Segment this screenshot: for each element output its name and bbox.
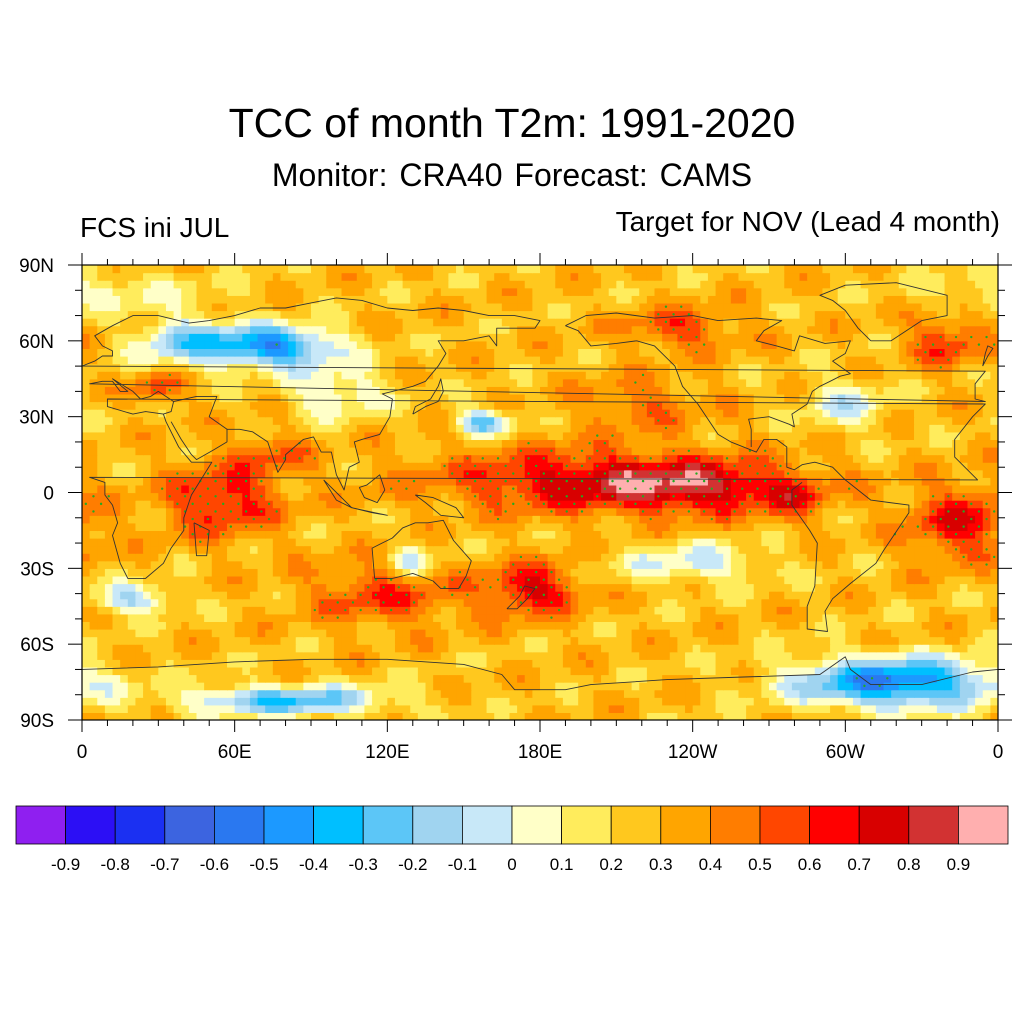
lon-tick-label: 120W: [668, 742, 718, 763]
colorbar-box: [15, 805, 66, 845]
colorbar-label: -0.7: [150, 855, 179, 874]
colorbar-labels: -0.9 -0.8 -0.7 -0.6 -0.5 -0.4 -0.3 -0.2 -0.1 0 0.1…: [51, 855, 970, 874]
colorbar-box: [313, 805, 364, 845]
lon-tick-label: 60W: [826, 742, 865, 763]
lat-tick-label: 30S: [20, 559, 54, 580]
coastline-segment: [415, 494, 465, 519]
coastline-segment: [193, 522, 210, 557]
lat-tick-label: 60S: [20, 635, 54, 656]
coastline-segment: [371, 519, 472, 590]
colorbar-box: [511, 805, 562, 845]
coastline-segment: [565, 312, 851, 447]
colorbar-label: 0.4: [699, 855, 723, 874]
colorbar-label: 0.6: [798, 855, 822, 874]
colorbar-label: -0.2: [398, 855, 427, 874]
lat-tick-label: 30N: [19, 408, 54, 429]
colorbar-box: [164, 805, 215, 845]
colorbar-label: -0.1: [448, 855, 477, 874]
colorbar-box: [412, 805, 463, 845]
lon-tick-label: 0: [77, 742, 88, 763]
chart-title: TCC of month T2m: 1991-2020: [228, 100, 796, 146]
colorbar-box: [213, 805, 265, 845]
colorbar-label: 0.1: [550, 855, 574, 874]
colorbar-label: -0.6: [200, 855, 229, 874]
colorbar-label: -0.9: [51, 855, 80, 874]
colorbar-box: [908, 805, 959, 845]
colorbar-boxes: [15, 805, 1009, 845]
colorbar-label: 0.2: [599, 855, 623, 874]
colorbar-label: -0.8: [101, 855, 130, 874]
lat-tick-label: 60N: [19, 332, 54, 353]
chart-subtitle: Monitor: CRA40 Forecast: CAMS: [271, 157, 753, 193]
colorbar-label: -0.3: [349, 855, 378, 874]
coastline-segment: [170, 395, 228, 461]
lon-tick-label: 0: [993, 742, 1004, 763]
lat-tick-label: 90N: [19, 256, 54, 277]
colorbar-box: [958, 805, 1009, 845]
coastline-segment: [82, 656, 998, 691]
lat-tick-label: 0: [43, 484, 54, 505]
coastline-segment: [358, 474, 386, 504]
colorbar-box: [114, 805, 166, 845]
colorbar-box: [65, 805, 116, 845]
coastline-segment: [506, 585, 536, 610]
coastline-segment: [351, 507, 388, 516]
colorbar-label: 0.8: [897, 855, 921, 874]
lon-tick-label: 180E: [518, 742, 562, 763]
colorbar: -0.9 -0.8 -0.7 -0.6 -0.5 -0.4 -0.3 -0.2 -0.1 0 0.1…: [15, 805, 1009, 874]
colorbar-label: 0.3: [649, 855, 673, 874]
lon-tick-label: 60E: [218, 742, 252, 763]
colorbar-label: 0: [507, 855, 516, 874]
coastline-segment: [412, 378, 444, 415]
coastline-segment: [982, 345, 994, 367]
colorbar-box: [809, 805, 860, 845]
lon-tick-label: 120E: [365, 742, 409, 763]
colorbar-label: -0.4: [299, 855, 328, 874]
lat-tick-label: 90S: [20, 711, 54, 732]
map-axes: 90N 60N 30N 0 30S 60S 90S 0 60E 120E 180E 120W 60W 0: [19, 253, 1012, 763]
colorbar-box: [610, 805, 662, 845]
coastline-segment: [82, 297, 541, 491]
colorbar-box: [710, 805, 761, 845]
colorbar-box: [858, 805, 910, 845]
coastline-segment: [82, 365, 986, 579]
coastline-segment: [819, 282, 948, 342]
colorbar-box: [263, 805, 314, 845]
map-figure: 90N 60N 30N 0 30S 60S 90S 0 60E 120E 180E 120W 60W 0: [19, 253, 1012, 763]
colorbar-label: 0.9: [947, 855, 971, 874]
colorbar-box: [561, 805, 612, 845]
coastline-segment: [565, 325, 910, 632]
colorbar-box: [362, 805, 414, 845]
target-label: Target for NOV (Lead 4 month): [615, 206, 1000, 237]
coastlines: [82, 282, 998, 691]
colorbar-box: [461, 805, 513, 845]
colorbar-label: 0.5: [748, 855, 772, 874]
colorbar-label: -0.5: [249, 855, 278, 874]
colorbar-box: [660, 805, 711, 845]
init-label: FCS ini JUL: [80, 212, 230, 243]
colorbar-label: 0.7: [847, 855, 871, 874]
colorbar-box: [759, 805, 810, 845]
